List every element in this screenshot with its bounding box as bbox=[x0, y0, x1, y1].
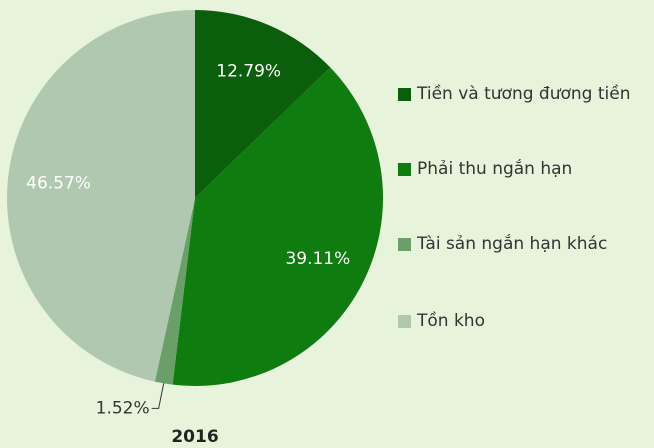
legend-swatch bbox=[398, 315, 411, 328]
pie-slice bbox=[7, 10, 196, 382]
pie-slice bbox=[154, 198, 195, 385]
legend-label: Tồn kho bbox=[417, 311, 485, 331]
data-label: 39.11% bbox=[285, 249, 350, 269]
data-label: 12.79% bbox=[216, 62, 281, 82]
legend-item: Tài sản ngắn hạn khác bbox=[398, 230, 649, 258]
legend-item: Tồn kho bbox=[398, 307, 649, 335]
data-label: 46.57% bbox=[26, 173, 91, 193]
legend-label: Tài sản ngắn hạn khác bbox=[417, 234, 608, 254]
legend-label: Phải thu ngắn hạn bbox=[417, 159, 573, 179]
legend-label: Tiền và tương đương tiền bbox=[417, 84, 631, 104]
legend-swatch bbox=[398, 163, 411, 176]
pie-slice bbox=[195, 10, 331, 198]
legend-swatch bbox=[398, 238, 411, 251]
pie-slice bbox=[172, 67, 384, 387]
data-label: 1.52% bbox=[96, 398, 150, 418]
leader-line bbox=[151, 383, 165, 409]
legend-item: Phải thu ngắn hạn bbox=[398, 155, 649, 183]
chart-title: 2016 bbox=[171, 427, 218, 447]
legend-swatch bbox=[398, 88, 411, 101]
legend-item: Tiền và tương đương tiền bbox=[398, 80, 649, 108]
